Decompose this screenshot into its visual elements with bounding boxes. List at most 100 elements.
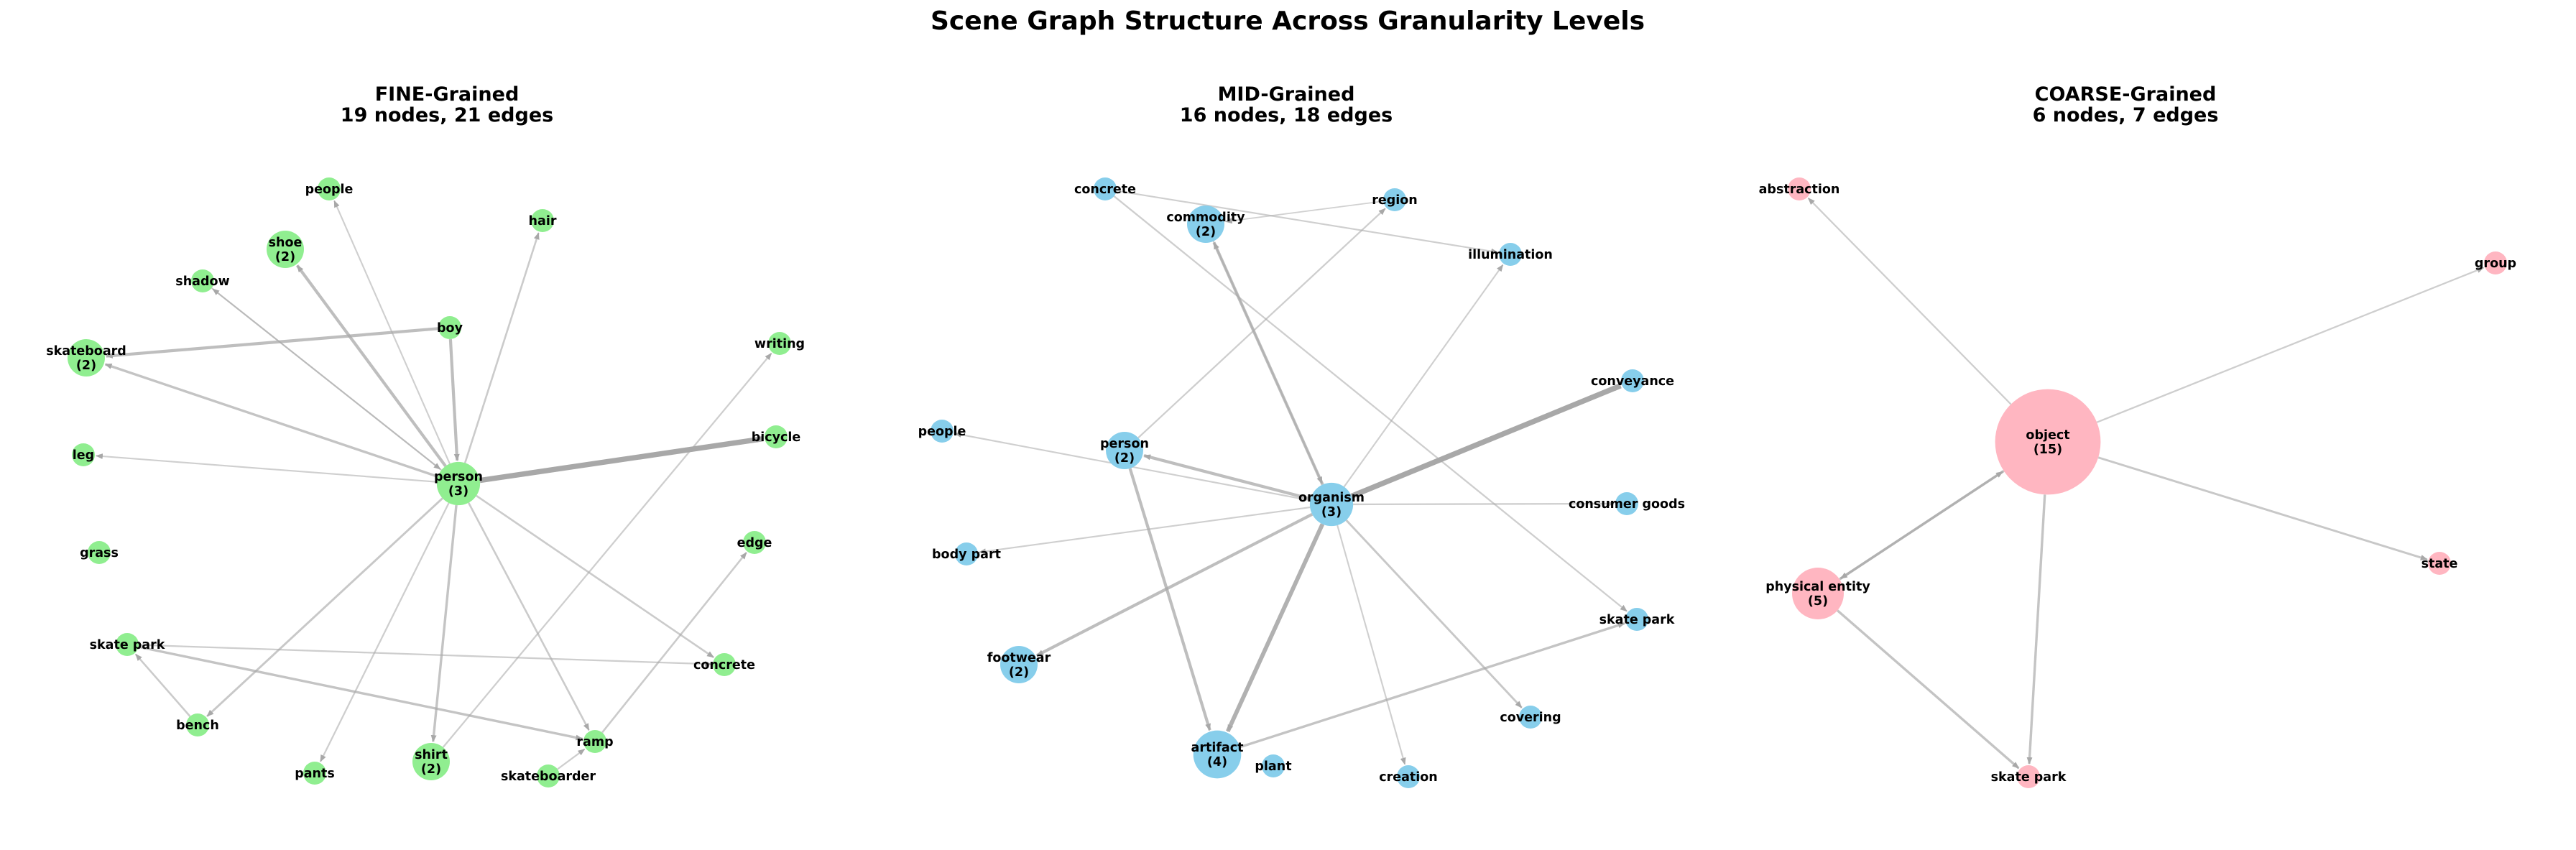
node-label: skateboard (2) [46, 344, 126, 373]
node-circle [2428, 552, 2451, 575]
panel-mid-edges [954, 190, 1628, 765]
panel-fine-title: FINE-Grained [375, 83, 520, 106]
panel-mid-title: MID-Grained [1218, 83, 1355, 106]
node-circle [191, 269, 214, 292]
node-label: bicycle [752, 430, 801, 445]
node-circle [1792, 568, 1844, 619]
panel-mid-nodes: concrete region commodity (2) illumination co… [918, 177, 1685, 788]
edge-organism-footwear [1035, 512, 1314, 657]
edge-person-region [1137, 208, 1386, 439]
node-object: object (15) [1995, 389, 2101, 495]
node-ramp: ramp [576, 730, 614, 753]
node-label: person (2) [1100, 437, 1149, 466]
node-bicycle: bicycle [752, 425, 801, 448]
edge-skateboarder-ramp [557, 748, 586, 770]
node-label: skate park [90, 638, 165, 652]
node-organism: organism (3) [1298, 482, 1365, 527]
node-boy: boy [437, 316, 463, 339]
node-circle [1106, 432, 1143, 469]
node-label: concrete [693, 658, 755, 673]
node-label: leg [73, 448, 94, 463]
node-pants: pants [295, 762, 335, 785]
node-label: consumer goods [1569, 497, 1685, 512]
node-circle [1193, 730, 1242, 779]
node-label: concrete [1074, 183, 1136, 197]
edge-object-abstraction [1807, 198, 2012, 405]
node-label: abstraction [1759, 183, 1840, 197]
edge-person-bicycle [479, 435, 765, 484]
node-writing: writing [754, 332, 805, 355]
node-skate_park: skate park [1991, 765, 2067, 788]
node-bench: bench [176, 713, 219, 736]
node-circle [412, 743, 450, 780]
node-circle [1788, 177, 1811, 200]
node-circle [1499, 243, 1522, 266]
node-circle [1519, 706, 1542, 729]
node-circle [537, 764, 560, 787]
edge-skate_park-ramp [138, 645, 583, 741]
node-region: region [1372, 188, 1418, 211]
node-hair: hair [529, 209, 557, 232]
node-label: people [918, 425, 966, 439]
node-label: artifact (4) [1191, 741, 1244, 770]
node-group: group [2475, 251, 2516, 274]
edge-shadow-person [211, 287, 441, 470]
panel-fine-subtitle: 19 nodes, 21 edges [341, 104, 553, 126]
edge-person-shoe [295, 264, 447, 468]
panel-coarse: COARSE-Grained 6 nodes, 7 edges abstract… [1759, 83, 2516, 788]
node-circle [2017, 765, 2040, 788]
node-circle [1383, 188, 1406, 211]
node-label: body part [932, 548, 1001, 562]
node-circle [1187, 205, 1224, 243]
node-covering: covering [1500, 706, 1561, 729]
node-creation: creation [1379, 765, 1438, 788]
node-circle [186, 713, 209, 736]
node-label: hair [529, 214, 557, 228]
edge-person-artifact [1128, 468, 1211, 731]
node-label: skate park [1599, 613, 1675, 627]
node-label: boy [437, 321, 463, 336]
node-consumer_goods: consumer goods [1569, 492, 1685, 515]
node-circle [318, 177, 341, 200]
edge-object-skate_park [2026, 494, 2046, 765]
node-grass: grass [80, 541, 119, 564]
node-footwear: footwear (2) [987, 646, 1051, 683]
panel-coarse-edges [1807, 198, 2485, 770]
node-label: person (3) [434, 470, 483, 499]
node-label: conveyance [1591, 374, 1674, 389]
node-circle [765, 425, 788, 448]
node-skateboard: skateboard (2) [46, 339, 126, 377]
edge-organism-covering [1345, 519, 1523, 708]
node-conveyance: conveyance [1591, 369, 1674, 392]
node-label: plant [1255, 759, 1291, 774]
node-physical_entity: physical entity (5) [1765, 568, 1870, 619]
node-circle [1000, 646, 1038, 683]
node-skateboarder: skateboarder [501, 764, 596, 787]
node-concrete: concrete [693, 653, 755, 676]
edge-organism-creation [1337, 525, 1406, 765]
node-plant: plant [1255, 754, 1292, 777]
node-label: creation [1379, 770, 1438, 785]
node-label: bench [176, 719, 219, 733]
node-circle [116, 633, 139, 656]
edge-organism-artifact [1226, 523, 1325, 733]
node-circle [1397, 765, 1420, 788]
node-label: commodity (2) [1166, 211, 1245, 239]
node-label: state [2422, 557, 2458, 571]
node-circle [436, 461, 481, 506]
node-circle [1262, 754, 1285, 777]
edge-person-concrete [476, 494, 714, 658]
node-label: footwear (2) [987, 651, 1051, 680]
edge-region-commodity [1224, 200, 1384, 224]
edge-person-hair [463, 232, 540, 463]
node-concrete: concrete [1074, 177, 1136, 200]
node-circle [1995, 389, 2101, 495]
node-label: physical entity (5) [1765, 580, 1870, 609]
node-circle [1621, 369, 1644, 392]
edge-object-state [2097, 456, 2428, 561]
edge-person-pants [319, 502, 450, 762]
edge-person-bench [206, 497, 443, 717]
node-person: person (2) [1100, 432, 1149, 469]
edge-organism-illumination [1343, 264, 1504, 488]
